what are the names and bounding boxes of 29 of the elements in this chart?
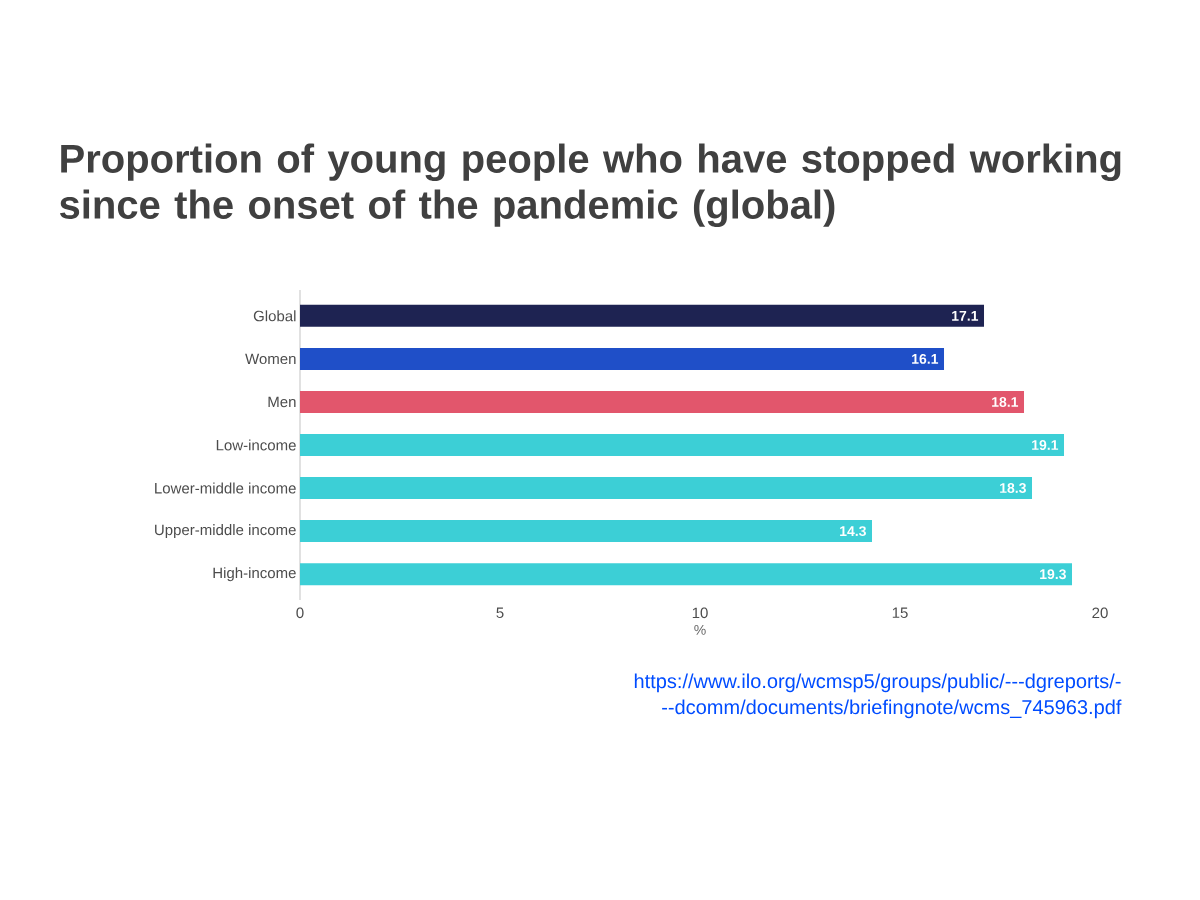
y-tick-label: Men [268, 396, 296, 408]
data-label: 18.1 [992, 396, 1019, 407]
y-tick-label: High-income [213, 567, 296, 582]
x-axis-title: % [694, 625, 706, 635]
bar [300, 347, 945, 370]
y-tick-label: Global [253, 310, 296, 322]
bar [300, 477, 1033, 500]
data-label: 19.1 [1032, 440, 1059, 450]
y-tick-label: Lower-middle income [155, 482, 296, 494]
data-label: 19.3 [1040, 569, 1066, 580]
y-tick-label: Women [245, 353, 296, 365]
text: https://www.ilo.org/wcmsp5/groups/public/---dgreports/---dcomm/documents/briefingnote/wcms_745963.pdf [634, 673, 1122, 719]
data-label: 18.3 [1000, 483, 1026, 494]
x-tick-label: 20 [1092, 607, 1108, 619]
bar [300, 304, 985, 327]
x-tick-label: 5 [496, 607, 504, 618]
bar [300, 390, 1025, 413]
data-label: 17.1 [952, 311, 979, 321]
chart-title: Proportion of young people who have stopped working since the onset of the pandemic (global) [59, 143, 1121, 227]
x-tick-label: 15 [892, 607, 908, 618]
bar [300, 563, 1073, 586]
y-tick-label: Upper-middle income [155, 524, 296, 539]
x-tick-label: 0 [296, 607, 304, 619]
data-label: 14.3 [840, 526, 866, 537]
data-label: 16.1 [912, 353, 939, 364]
bar [300, 520, 873, 543]
x-tick-label: 10 [692, 607, 708, 619]
y-tick-label: Low-income [216, 439, 296, 451]
bar [300, 434, 1065, 456]
